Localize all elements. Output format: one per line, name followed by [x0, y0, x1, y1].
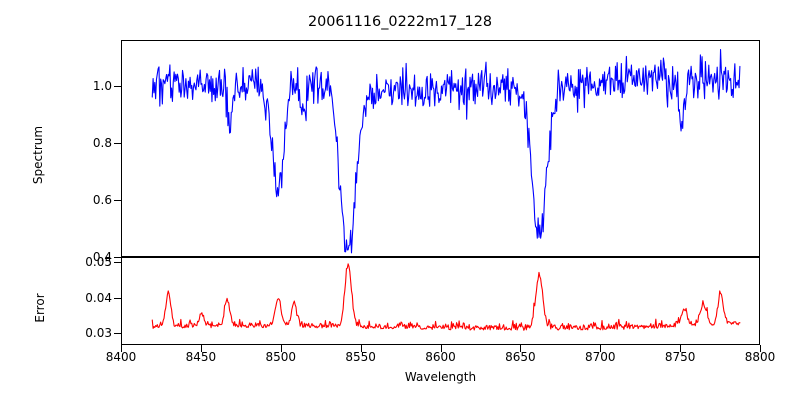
svg-spectrum-line: [152, 50, 740, 253]
xtick-label-5: 8650: [505, 350, 536, 364]
xtick-mark-6: [600, 345, 602, 352]
spectrum-ytick-mark-1: [114, 199, 121, 201]
xtick-label-2: 8500: [265, 350, 297, 364]
page-title: 20061116_0222m17_128: [307, 14, 493, 30]
spectrum-ytick-label-2: 0.8: [92, 135, 112, 150]
spectrum-ytick-label-3: 1.0: [92, 78, 112, 93]
xtick-label-6: 8700: [585, 350, 616, 364]
spectrum-ytick-label-1: 0.6: [92, 192, 112, 207]
error-ytick-label-1: 0.04: [85, 290, 112, 305]
error-series: [122, 258, 759, 344]
error-ytick-label-2: 0.05: [85, 255, 112, 270]
xtick-mark-4: [440, 345, 442, 352]
xtick-mark-7: [680, 345, 682, 352]
xtick-label-4: 8600: [425, 350, 456, 364]
error-ytick-mark-1: [114, 297, 121, 299]
xtick-label-3: 8550: [345, 350, 376, 364]
spectrum-ytick-label-0: 0.4: [92, 250, 112, 264]
xtick-mark-0: [121, 345, 122, 352]
xtick-mark-3: [360, 345, 362, 352]
xtick-mark-5: [520, 345, 522, 352]
y-axis-label-error: Error: [33, 293, 47, 323]
spectrum-ytick-mark-2: [114, 142, 121, 144]
spectrum-series: [122, 41, 759, 256]
xtick-label-8: 8800: [744, 350, 776, 364]
error-ytick-label-0: 0.03: [85, 325, 112, 340]
xtick-label-1: 8450: [185, 350, 217, 364]
xtick-mark-2: [280, 345, 282, 352]
spectrum-ytick-mark-0: [114, 257, 121, 258]
error-plot-panel: [121, 257, 760, 345]
error-ytick-mark-0: [114, 332, 121, 334]
spectrum-plot-panel: [121, 40, 760, 257]
xtick-mark-1: [200, 345, 202, 352]
spectrum-ytick-mark-3: [114, 85, 121, 87]
xtick-mark-8: [760, 345, 761, 352]
y-axis-label-spectrum: Spectrum: [31, 125, 45, 185]
xtick-label-0: 8400: [105, 350, 137, 364]
x-axis-label: Wavelength: [404, 370, 477, 384]
xtick-label-7: 8750: [664, 350, 696, 364]
svg-error-line: [152, 264, 740, 330]
error-ytick-mark-2: [114, 262, 121, 264]
